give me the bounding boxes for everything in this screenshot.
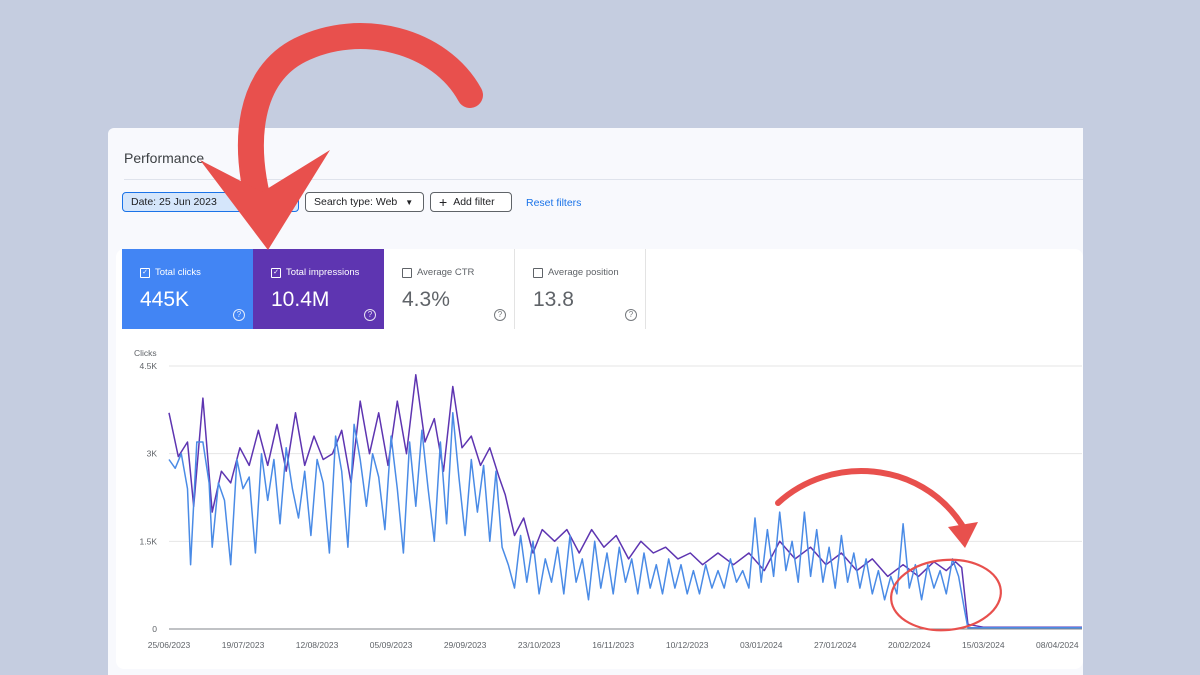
checkbox-unchecked-icon[interactable] [402,267,412,278]
x-tick-label: 25/06/2023 [148,640,191,650]
y-tick-label: 0 [152,624,157,634]
x-tick-label: 10/12/2023 [666,640,709,650]
impressions-series-line [168,374,1082,628]
metric-value: 10.4M [271,288,330,311]
header-divider [124,179,1083,180]
help-icon[interactable]: ? [625,309,637,321]
checkbox-unchecked-icon[interactable] [533,267,543,278]
x-tick-label: 05/09/2023 [370,640,413,650]
y-tick-label: 3K [147,449,158,459]
page-title: Performance [124,150,205,166]
metric-card-average-position[interactable]: Average position 13.8 ? [515,249,646,329]
metric-value: 4.3% [402,288,450,311]
x-tick-label: 12/08/2023 [296,640,339,650]
metric-value: 13.8 [533,288,574,311]
help-icon[interactable]: ? [494,309,506,321]
x-tick-label: 08/04/2024 [1036,640,1079,650]
x-tick-label: 19/07/2023 [222,640,265,650]
checkbox-checked-icon[interactable]: ✓ [271,267,281,278]
help-icon[interactable]: ? [233,309,245,321]
date-filter-label: Date: 25 Jun 2023 [131,196,217,208]
metric-value: 445K [140,288,190,311]
x-tick-label: 15/03/2024 [962,640,1005,650]
y-tick-label: 4.5K [140,361,158,371]
x-tick-label: 20/02/2024 [888,640,931,650]
checkbox-checked-icon[interactable]: ✓ [140,267,150,278]
metric-card-total-impressions[interactable]: ✓ Total impressions 10.4M ? [253,249,384,329]
metric-label: Total clicks [155,267,201,278]
clicks-series-line [168,412,1082,629]
y-axis-label: Clicks [134,348,157,358]
x-tick-label: 16/11/2023 [592,640,634,650]
x-tick-label: 27/01/2024 [814,640,857,650]
x-tick-label: 23/10/2023 [518,640,561,650]
metric-card-average-ctr[interactable]: Average CTR 4.3% ? [384,249,515,329]
metric-card-total-clicks[interactable]: ✓ Total clicks 445K ? [122,249,253,329]
metric-label: Average position [548,267,619,278]
help-icon[interactable]: ? [364,309,376,321]
x-tick-label: 29/09/2023 [444,640,487,650]
y-tick-label: 1.5K [140,536,158,546]
reset-filters-link[interactable]: Reset filters [526,197,582,209]
metric-label: Total impressions [286,267,360,278]
x-tick-label: 03/01/2024 [740,640,783,650]
metric-label: Average CTR [417,267,475,278]
